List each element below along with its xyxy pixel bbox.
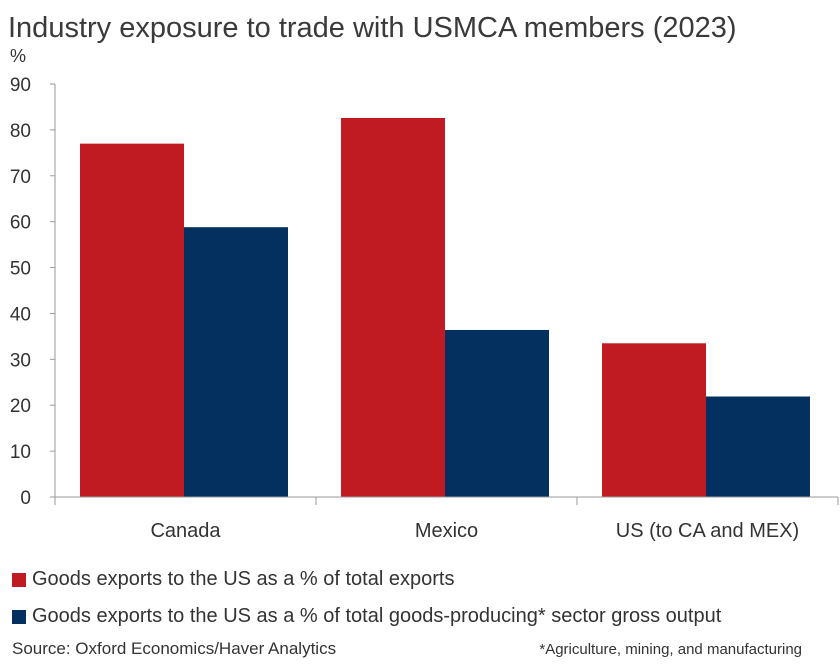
legend-swatch-navy bbox=[12, 609, 26, 624]
y-tick-label: 80 bbox=[10, 121, 31, 142]
chart-title: Industry exposure to trade with USMCA me… bbox=[8, 12, 737, 44]
y-tick-label: 70 bbox=[10, 167, 31, 188]
bar-chart: 0 10 20 30 40 50 60 70 80 90 Canada Mexico US (to C… bbox=[10, 75, 839, 542]
bar-exports-share-2 bbox=[602, 343, 706, 497]
y-axis: 0 10 20 30 40 50 60 70 80 90 bbox=[10, 75, 56, 509]
legend-item-series-1: Goods exports to the US as a % of total … bbox=[12, 568, 454, 591]
y-tick-label: 30 bbox=[10, 350, 31, 371]
y-tick-label: 10 bbox=[10, 442, 31, 463]
x-category-label: Canada bbox=[150, 520, 221, 542]
bar-output-share-0 bbox=[184, 227, 288, 497]
legend-item-series-2: Goods exports to the US as a % of total … bbox=[12, 605, 721, 628]
source-note: Source: Oxford Economics/Haver Analytics bbox=[12, 639, 337, 658]
footnote: *Agriculture, mining, and manufacturing bbox=[539, 641, 802, 658]
x-axis: Canada Mexico US (to CA and MEX) bbox=[54, 496, 839, 542]
legend-label-series-1: Goods exports to the US as a % of total … bbox=[32, 568, 455, 590]
y-tick-label: 90 bbox=[10, 75, 31, 96]
legend-swatch-red bbox=[12, 572, 26, 587]
bar-output-share-2 bbox=[706, 396, 810, 497]
bar-exports-share-0 bbox=[80, 143, 184, 497]
bar-output-share-1 bbox=[445, 329, 549, 497]
legend-label-series-2: Goods exports to the US as a % of total … bbox=[32, 605, 722, 627]
y-tick-label: 50 bbox=[10, 259, 31, 280]
x-category-label: Mexico bbox=[415, 520, 478, 542]
y-tick-label: 20 bbox=[10, 396, 31, 417]
y-tick-label: 60 bbox=[10, 213, 31, 234]
y-axis-unit-label: % bbox=[10, 46, 27, 66]
x-category-label: US (to CA and MEX) bbox=[616, 520, 799, 542]
bars bbox=[80, 117, 810, 498]
y-tick-label: 0 bbox=[20, 488, 31, 509]
y-tick-label: 40 bbox=[10, 304, 31, 325]
bar-exports-share-1 bbox=[341, 117, 445, 498]
